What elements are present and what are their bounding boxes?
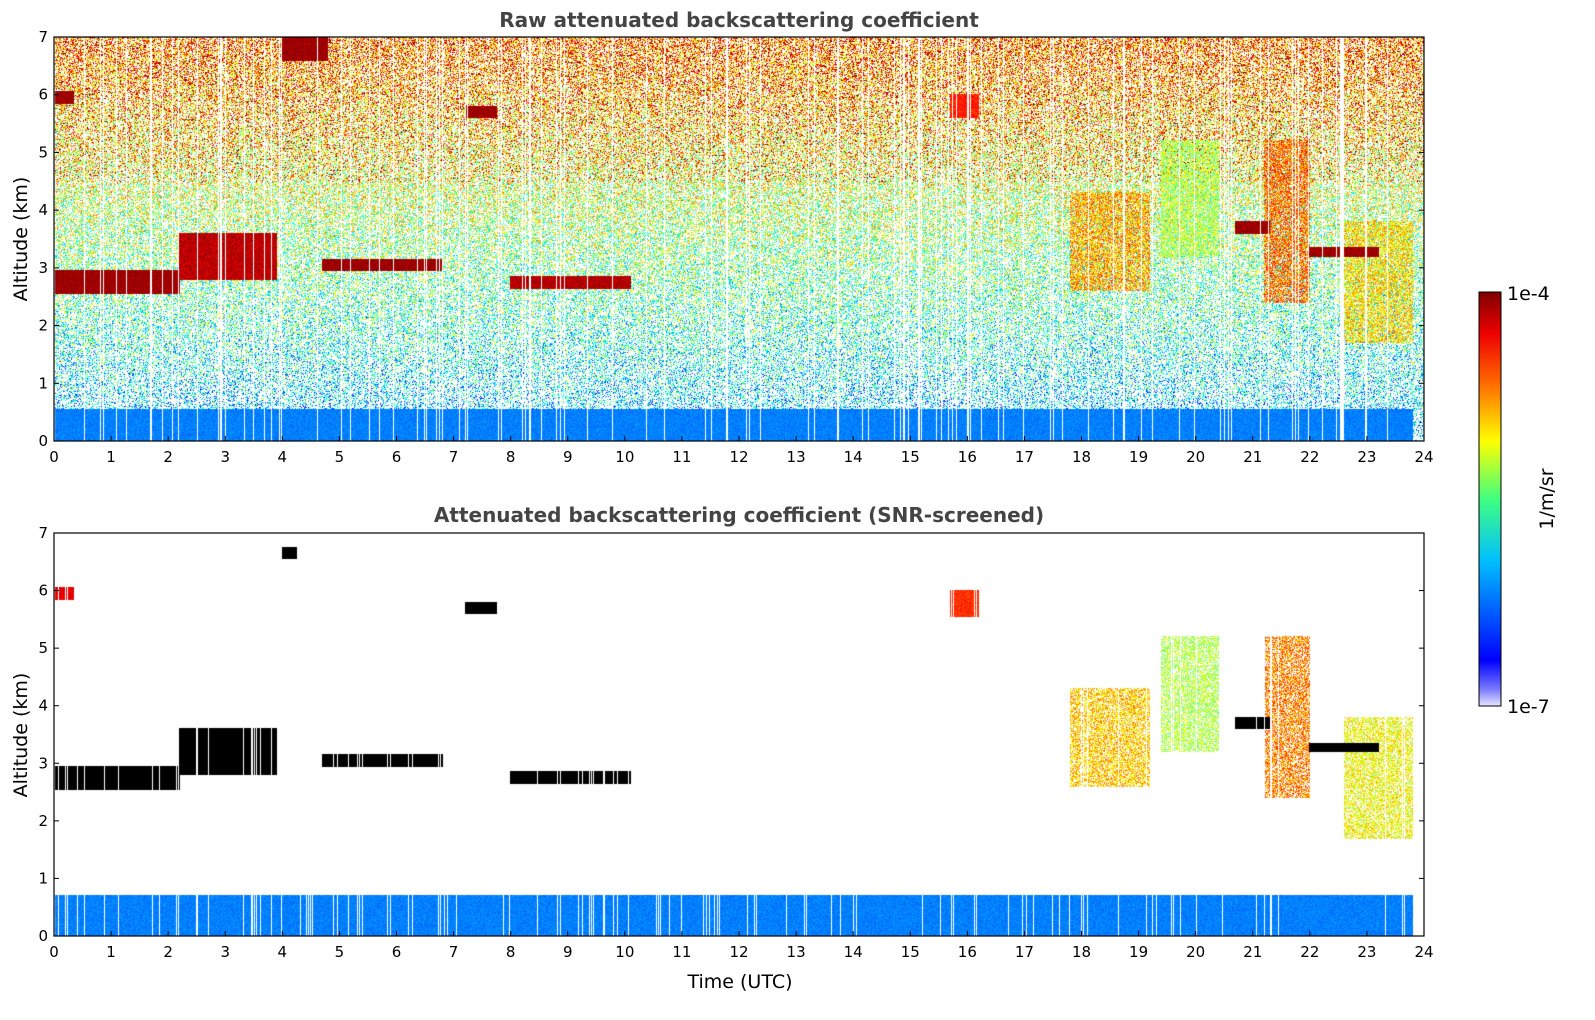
panel-screened-y-axis: 0 1 2 3 4 5 6 7 <box>38 524 1424 945</box>
y-tick-label: 5 <box>38 143 48 161</box>
x-tick-label: 9 <box>563 448 573 466</box>
x-tick-label: 24 <box>1414 943 1433 961</box>
x-tick-label: 20 <box>1186 448 1205 466</box>
x-tick-label: 15 <box>901 943 920 961</box>
x-tick-label: 15 <box>901 448 920 466</box>
x-tick-label: 7 <box>449 943 459 961</box>
x-tick-label: 1 <box>106 943 116 961</box>
colorbar-gradient <box>1478 291 1502 707</box>
x-tick-label: 22 <box>1300 943 1319 961</box>
panel-screened-x-axis: 0 1 2 3 4 5 6 7 8 9 10 11 12 13 14 15 16 17 18 19 20 21 22 23 24 <box>49 931 1434 961</box>
colorbar-bottom-label: 1e-7 <box>1507 696 1550 718</box>
x-tick-label: 11 <box>672 448 691 466</box>
x-tick-label: 6 <box>392 943 402 961</box>
x-tick-label: 21 <box>1243 448 1262 466</box>
x-tick-label: 4 <box>278 448 288 466</box>
x-tick-label: 13 <box>787 448 806 466</box>
x-tick-label: 10 <box>615 448 634 466</box>
panel-raw: Raw attenuated backscattering coefficien… <box>10 8 1434 466</box>
x-tick-label: 10 <box>615 943 634 961</box>
colorbar: 1e-4 1e-7 1/m/sr <box>1478 283 1558 718</box>
x-tick-label: 9 <box>563 943 573 961</box>
panel-screened: Attenuated backscattering coefficient (S… <box>10 503 1434 993</box>
panel-screened-xlabel: Time (UTC) <box>686 971 792 993</box>
x-tick-label: 14 <box>844 448 863 466</box>
panel-raw-y-axis: 0 1 2 3 4 5 6 7 <box>38 28 1424 450</box>
x-tick-label: 23 <box>1357 448 1376 466</box>
panel-screened-title: Attenuated backscattering coefficient (S… <box>434 503 1044 527</box>
colorbar-top-label: 1e-4 <box>1507 283 1550 305</box>
x-tick-label: 16 <box>958 448 977 466</box>
panel-raw-ylabel: Altitude (km) <box>10 177 32 302</box>
y-tick-label: 7 <box>38 524 48 542</box>
x-tick-label: 22 <box>1300 448 1319 466</box>
panel-raw-x-axis: 0 1 2 3 4 5 6 7 8 9 10 11 12 13 14 15 16 17 18 19 20 21 22 23 24 <box>49 436 1434 466</box>
x-tick-label: 14 <box>844 943 863 961</box>
x-tick-label: 18 <box>1072 448 1091 466</box>
x-tick-label: 12 <box>729 448 748 466</box>
y-tick-label: 3 <box>38 259 48 277</box>
x-tick-label: 17 <box>1015 943 1034 961</box>
x-tick-label: 16 <box>958 943 977 961</box>
y-tick-label: 6 <box>38 582 48 600</box>
x-tick-label: 19 <box>1129 448 1148 466</box>
y-tick-label: 4 <box>38 201 48 219</box>
y-tick-label: 5 <box>38 639 48 657</box>
x-tick-label: 8 <box>506 448 516 466</box>
y-tick-label: 0 <box>38 927 48 945</box>
colorbar-unit-label: 1/m/sr <box>1536 468 1558 529</box>
x-tick-label: 12 <box>729 943 748 961</box>
x-tick-label: 13 <box>787 943 806 961</box>
y-tick-label: 0 <box>38 432 48 450</box>
y-tick-label: 6 <box>38 86 48 104</box>
x-tick-label: 19 <box>1129 943 1148 961</box>
x-tick-label: 1 <box>106 448 116 466</box>
y-tick-label: 7 <box>38 28 48 46</box>
x-tick-label: 4 <box>278 943 288 961</box>
x-tick-label: 0 <box>49 943 59 961</box>
x-tick-label: 2 <box>163 943 173 961</box>
x-tick-label: 3 <box>220 943 230 961</box>
panel-raw-image <box>54 37 1424 441</box>
x-tick-label: 24 <box>1414 448 1433 466</box>
x-tick-label: 5 <box>335 448 345 466</box>
x-tick-label: 6 <box>392 448 402 466</box>
x-tick-label: 17 <box>1015 448 1034 466</box>
y-tick-label: 2 <box>38 812 48 830</box>
y-tick-label: 1 <box>38 869 48 887</box>
x-tick-label: 11 <box>672 943 691 961</box>
x-tick-label: 21 <box>1243 943 1262 961</box>
x-tick-label: 20 <box>1186 943 1205 961</box>
x-tick-label: 0 <box>49 448 59 466</box>
panel-raw-title: Raw attenuated backscattering coefficien… <box>499 8 979 32</box>
x-tick-label: 18 <box>1072 943 1091 961</box>
panel-screened-ylabel: Altitude (km) <box>10 673 32 798</box>
panel-screened-image <box>54 533 1424 936</box>
x-tick-label: 23 <box>1357 943 1376 961</box>
x-tick-label: 8 <box>506 943 516 961</box>
y-tick-label: 1 <box>38 374 48 392</box>
y-tick-label: 2 <box>38 317 48 335</box>
x-tick-label: 3 <box>220 448 230 466</box>
x-tick-label: 5 <box>335 943 345 961</box>
x-tick-label: 2 <box>163 448 173 466</box>
x-tick-label: 7 <box>449 448 459 466</box>
y-tick-label: 3 <box>38 754 48 772</box>
y-tick-label: 4 <box>38 697 48 715</box>
